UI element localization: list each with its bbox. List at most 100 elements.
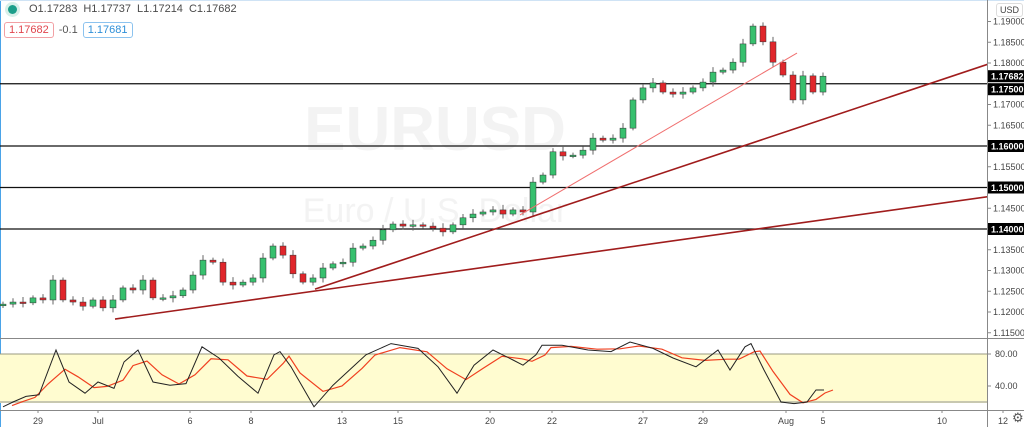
candle-up (619, 127, 627, 139)
candle-up (389, 223, 397, 231)
indicator-legend: 1.17682 -0.1 1.17681 (4, 22, 133, 38)
candle-up (479, 211, 487, 215)
candle-up (109, 299, 117, 309)
time-tick-label: Jul (92, 416, 104, 426)
candle-up (179, 289, 187, 297)
time-tick-label: 29 (33, 416, 43, 426)
price-tick-label: 1.18500 (993, 37, 1024, 47)
candle-down (69, 299, 77, 303)
candle-down (659, 82, 667, 93)
legend-low: L1.17214 (137, 3, 183, 15)
legend-open: O1.17283 (29, 3, 78, 15)
settings-gear-icon[interactable]: ⚙ (1012, 410, 1024, 425)
candle-down (19, 301, 27, 304)
indicator-value-red[interactable]: 1.17682 (4, 22, 54, 38)
last-price-tag (988, 70, 1024, 83)
candle-down (279, 245, 287, 256)
candle-up (549, 151, 557, 176)
candle-up (539, 174, 547, 183)
symbol-watermark: EURUSD (304, 95, 566, 164)
candle-down (209, 259, 217, 263)
candle-up (799, 75, 807, 101)
candle-up (119, 287, 127, 301)
candle-down (779, 61, 787, 76)
time-tick-label: 8 (248, 416, 253, 426)
time-tick-label: 20 (485, 416, 495, 426)
price-tick-label: 1.13000 (993, 266, 1024, 276)
stoch-k-line (2, 341, 824, 408)
price-tick-label: 1.14500 (993, 203, 1024, 213)
level-price-label: 1.16000 (991, 142, 1024, 152)
price-tick-label: 1.16500 (993, 120, 1024, 130)
candle-down (99, 299, 107, 309)
candle-up (469, 213, 477, 219)
candle-up (819, 75, 827, 93)
price-tick-label: 1.12500 (993, 286, 1024, 296)
candle-up (579, 149, 587, 156)
candle-up (319, 267, 327, 279)
trendline (314, 63, 987, 290)
candle-down (809, 75, 817, 93)
series-status-icon (8, 4, 17, 14)
trendline (114, 196, 987, 320)
candle-down (149, 279, 157, 299)
candle-down (429, 225, 437, 229)
time-tick-label: 29 (698, 416, 708, 426)
candle-up (9, 301, 17, 305)
candle-up (339, 261, 347, 265)
level-price-tag (988, 181, 1024, 194)
candle-up (689, 87, 697, 93)
candle-down (769, 41, 777, 63)
candle-down (599, 137, 607, 141)
candle-up (369, 239, 377, 247)
last-price-label: 1.17682 (991, 72, 1024, 82)
candle-up (509, 209, 517, 215)
candle-up (309, 277, 317, 283)
candles (0, 22, 827, 313)
candle-up (449, 224, 457, 233)
candle-up (89, 299, 97, 307)
candle-down (789, 74, 797, 101)
candle-up (679, 91, 687, 95)
candle-up (589, 137, 597, 151)
candle-up (629, 99, 637, 129)
time-tick-label: 22 (547, 416, 557, 426)
candle-up (649, 82, 657, 89)
candle-up (529, 181, 537, 213)
trendline (519, 52, 798, 216)
candle-down (419, 224, 427, 227)
candle-down (219, 261, 227, 283)
candle-up (569, 154, 577, 157)
candle-up (359, 245, 367, 249)
currency-label[interactable]: USD (996, 3, 1024, 17)
candle-down (439, 227, 447, 233)
candle-up (459, 217, 467, 226)
candle-up (489, 209, 497, 213)
price-tick-label: 1.11500 (993, 328, 1024, 338)
candle-up (739, 43, 747, 63)
indicator-value-blue[interactable]: 1.17681 (82, 22, 133, 38)
candle-up (29, 297, 37, 304)
ohlc-legend: O1.17283 H1.17737 L1.17214 C1.17682 (8, 3, 237, 15)
candle-down (39, 297, 47, 301)
time-tick-label: 15 (393, 416, 403, 426)
price-tick-label: 1.18000 (993, 58, 1024, 68)
level-price-label: 1.17500 (991, 85, 1024, 95)
candle-down (499, 209, 507, 215)
time-tick-label: 27 (638, 416, 648, 426)
time-tick-label: 6 (187, 416, 192, 426)
price-tick-label: 1.17000 (993, 100, 1024, 110)
candle-up (749, 25, 757, 45)
indicator-change: -0.1 (58, 24, 78, 36)
candle-up (699, 81, 707, 89)
candle-up (169, 295, 177, 299)
candle-down (559, 151, 567, 157)
time-tick-label: Aug (778, 416, 794, 426)
stoch-d-line (11, 345, 834, 407)
candle-down (669, 91, 677, 95)
candle-up (379, 229, 387, 241)
candle-up (409, 224, 417, 227)
price-tick-label: 1.15500 (993, 162, 1024, 172)
level-price-label: 1.15000 (991, 183, 1024, 193)
